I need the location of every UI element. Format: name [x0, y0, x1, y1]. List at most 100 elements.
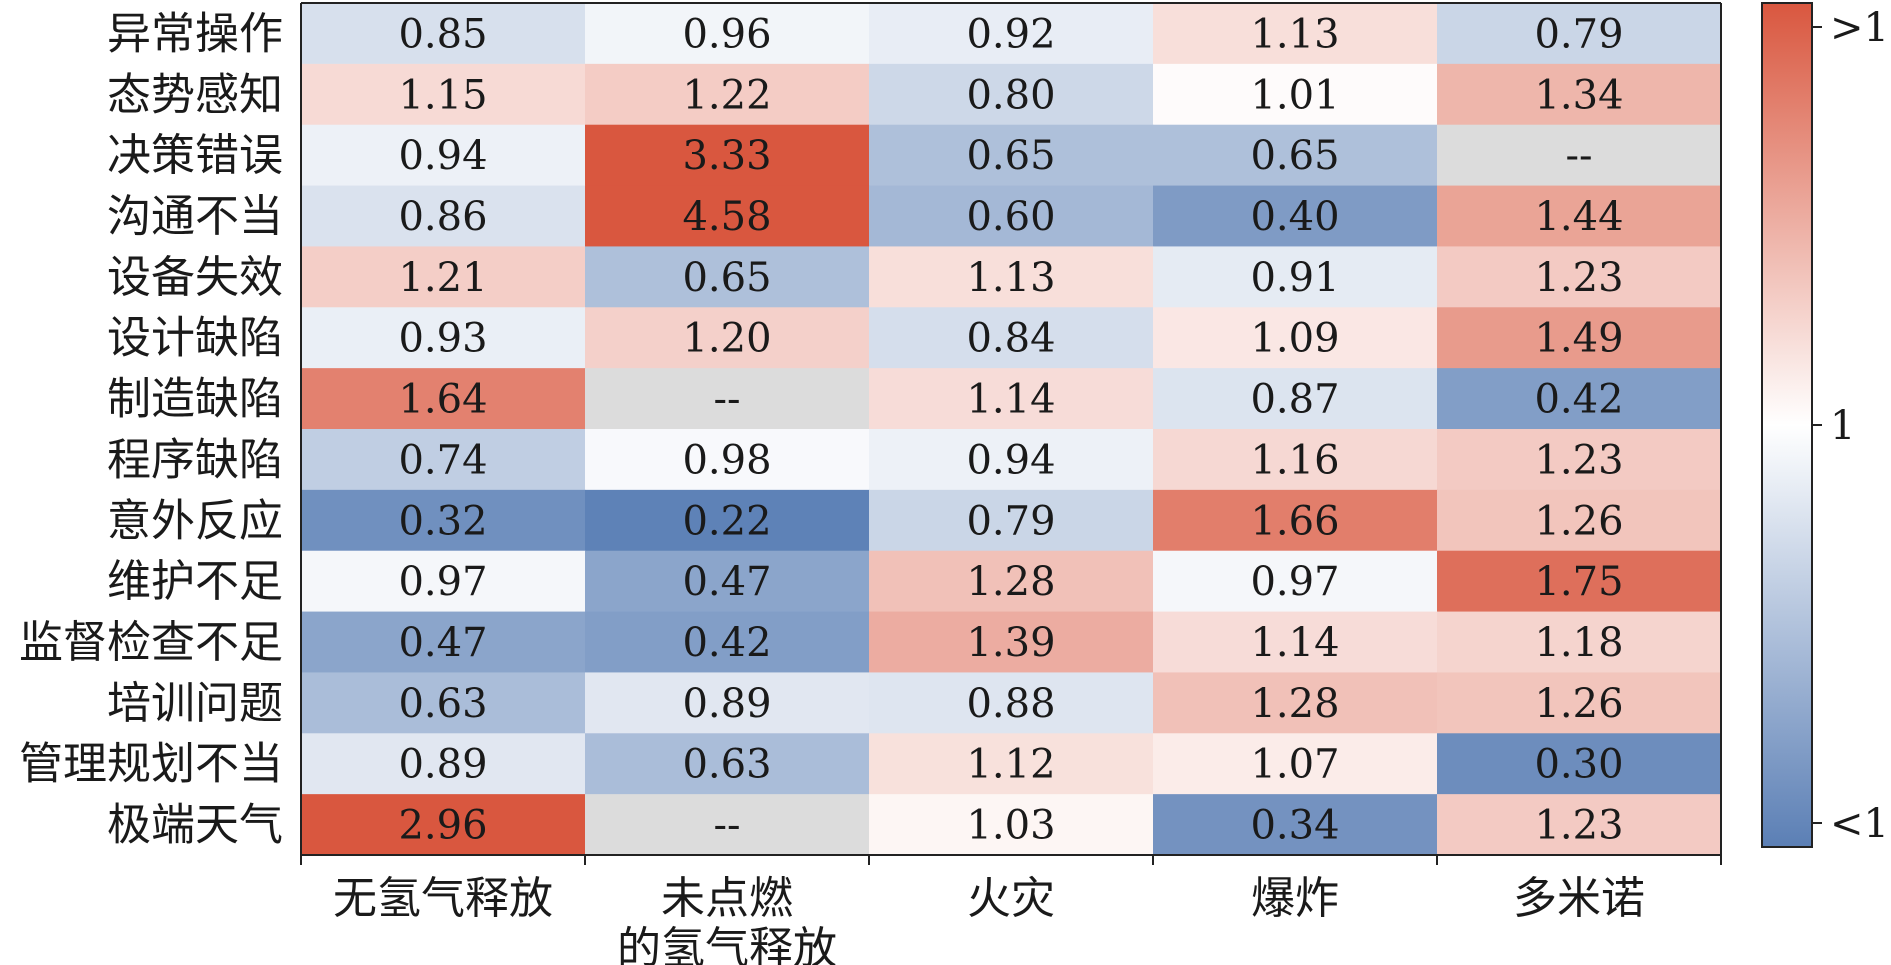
row-label: 程序缺陷 — [107, 434, 283, 485]
heatmap-cell — [1153, 611, 1438, 673]
cell-value-label: 0.34 — [1250, 803, 1339, 849]
cell-value-label: 0.30 — [1534, 742, 1623, 788]
cell-value-label: 0.85 — [398, 11, 487, 57]
column-label: 火灾 — [967, 873, 1055, 924]
row-label: 沟通不当 — [107, 191, 283, 242]
heatmap-cell — [585, 124, 870, 187]
heatmap-cell — [869, 3, 1154, 65]
cell-value-label: 0.42 — [1534, 377, 1623, 423]
cell-value-label: 0.65 — [966, 133, 1055, 179]
cell-value-label: 1.16 — [1250, 437, 1339, 483]
heatmap-cell — [301, 185, 586, 247]
colorbar-top-label: >1 — [1830, 5, 1889, 51]
cell-value-label: 0.97 — [1250, 559, 1339, 605]
cell-value-label: 0.84 — [966, 316, 1055, 362]
heatmap-cell — [1437, 672, 1722, 734]
heatmap-cell — [1153, 672, 1438, 734]
row-label: 监督检查不足 — [19, 617, 283, 668]
heatmap-cell — [585, 368, 870, 430]
heatmap-cell — [585, 246, 870, 308]
heatmap-cell — [869, 185, 1154, 247]
heatmap-cell — [869, 429, 1154, 491]
heatmap-cell — [869, 307, 1154, 369]
heatmap-cell — [1437, 368, 1722, 430]
cell-value-label: 0.88 — [966, 681, 1055, 727]
row-label: 决策错误 — [107, 130, 283, 181]
cell-value-label: 1.09 — [1250, 316, 1339, 362]
cell-value-label: 1.13 — [966, 255, 1055, 301]
heatmap-cell — [585, 489, 870, 552]
heatmap-cell — [1153, 185, 1438, 247]
cell-value-label: 1.75 — [1534, 559, 1623, 605]
heatmap-cell — [1153, 489, 1438, 552]
cell-value-label: 0.65 — [1250, 133, 1339, 179]
cell-value-label: 0.94 — [398, 133, 487, 179]
cell-value-label: 0.60 — [966, 194, 1055, 240]
cell-value-label: 0.63 — [398, 681, 487, 727]
cell-value-label: 1.07 — [1250, 742, 1339, 788]
row-label: 维护不足 — [107, 556, 283, 607]
cell-value-label: 1.39 — [966, 620, 1055, 666]
heatmap-cell — [1153, 733, 1438, 795]
heatmap-cell — [1153, 550, 1438, 613]
cell-value-label: 0.92 — [966, 11, 1055, 57]
heatmap-cell — [585, 429, 870, 491]
heatmap-cell — [585, 733, 870, 795]
cell-value-label: 0.65 — [682, 255, 771, 301]
cell-value-label: 1.21 — [398, 255, 487, 301]
cell-value-label: 2.96 — [398, 803, 487, 849]
heatmap-cell — [301, 611, 586, 673]
cell-value-label: 1.03 — [966, 803, 1055, 849]
heatmap-cell — [1437, 307, 1722, 369]
heatmap-cell — [1437, 489, 1722, 552]
cell-value-label: 0.47 — [398, 620, 487, 666]
cell-value-label: 0.42 — [682, 620, 771, 666]
cell-value-label: 0.96 — [682, 11, 771, 57]
cell-values: 0.85 0.96 0.92 1.13 0.79 1.15 1.22 0.80 1.01 1.34… — [398, 11, 1623, 848]
heatmap-cell — [1437, 611, 1722, 673]
heatmap-cell — [1437, 63, 1722, 126]
cell-value-label: 0.63 — [682, 742, 771, 788]
row-label: 态势感知 — [107, 69, 283, 120]
row-label: 设备失效 — [107, 252, 283, 303]
row-label: 制造缺陷 — [107, 374, 283, 425]
heatmap-cell — [301, 124, 586, 187]
heatmap-cell — [301, 368, 586, 430]
column-label: 爆炸 — [1251, 873, 1339, 924]
cell-value-label: 0.80 — [966, 72, 1055, 118]
cell-value-label: 1.20 — [682, 316, 771, 362]
colorbar-bottom-label: <1 — [1830, 801, 1889, 847]
colorbar-mid-label: 1 — [1830, 403, 1855, 449]
cell-value-label: 4.58 — [682, 194, 771, 240]
cell-value-label: 0.22 — [682, 498, 771, 544]
heatmap-cell — [1437, 733, 1722, 795]
cell-value-label: 1.23 — [1534, 437, 1623, 483]
heatmap-cell — [1437, 246, 1722, 308]
cell-value-label: 1.01 — [1250, 72, 1339, 118]
cell-value-label: -- — [713, 803, 740, 849]
row-label: 设计缺陷 — [107, 313, 283, 364]
cell-value-label: 0.87 — [1250, 377, 1339, 423]
heatmap-cell — [585, 794, 870, 856]
heatmap-cell — [1437, 3, 1722, 65]
cell-value-label: 1.64 — [398, 377, 487, 423]
axes — [300, 2, 1722, 865]
cell-value-label: 1.28 — [966, 559, 1055, 605]
cell-value-label: 1.66 — [1250, 498, 1339, 544]
cell-value-label: 1.44 — [1534, 194, 1623, 240]
heatmap-cell — [301, 246, 586, 308]
cell-value-label: 0.98 — [682, 437, 771, 483]
heatmap-cell — [1437, 794, 1722, 856]
heatmap-cell — [585, 185, 870, 247]
cell-value-label: 1.14 — [966, 377, 1055, 423]
heatmap-cell — [1153, 124, 1438, 187]
cell-value-label: 1.14 — [1250, 620, 1339, 666]
column-label: 无氢气释放 — [333, 873, 553, 924]
heatmap-cell — [1153, 429, 1438, 491]
column-label-line2: 的氢气释放 — [617, 923, 837, 965]
cell-value-label: 0.79 — [966, 498, 1055, 544]
cell-value-label: 0.74 — [398, 437, 487, 483]
cell-value-label: 1.26 — [1534, 498, 1623, 544]
cell-value-label: 1.13 — [1250, 11, 1339, 57]
cell-value-label: 0.86 — [398, 194, 487, 240]
